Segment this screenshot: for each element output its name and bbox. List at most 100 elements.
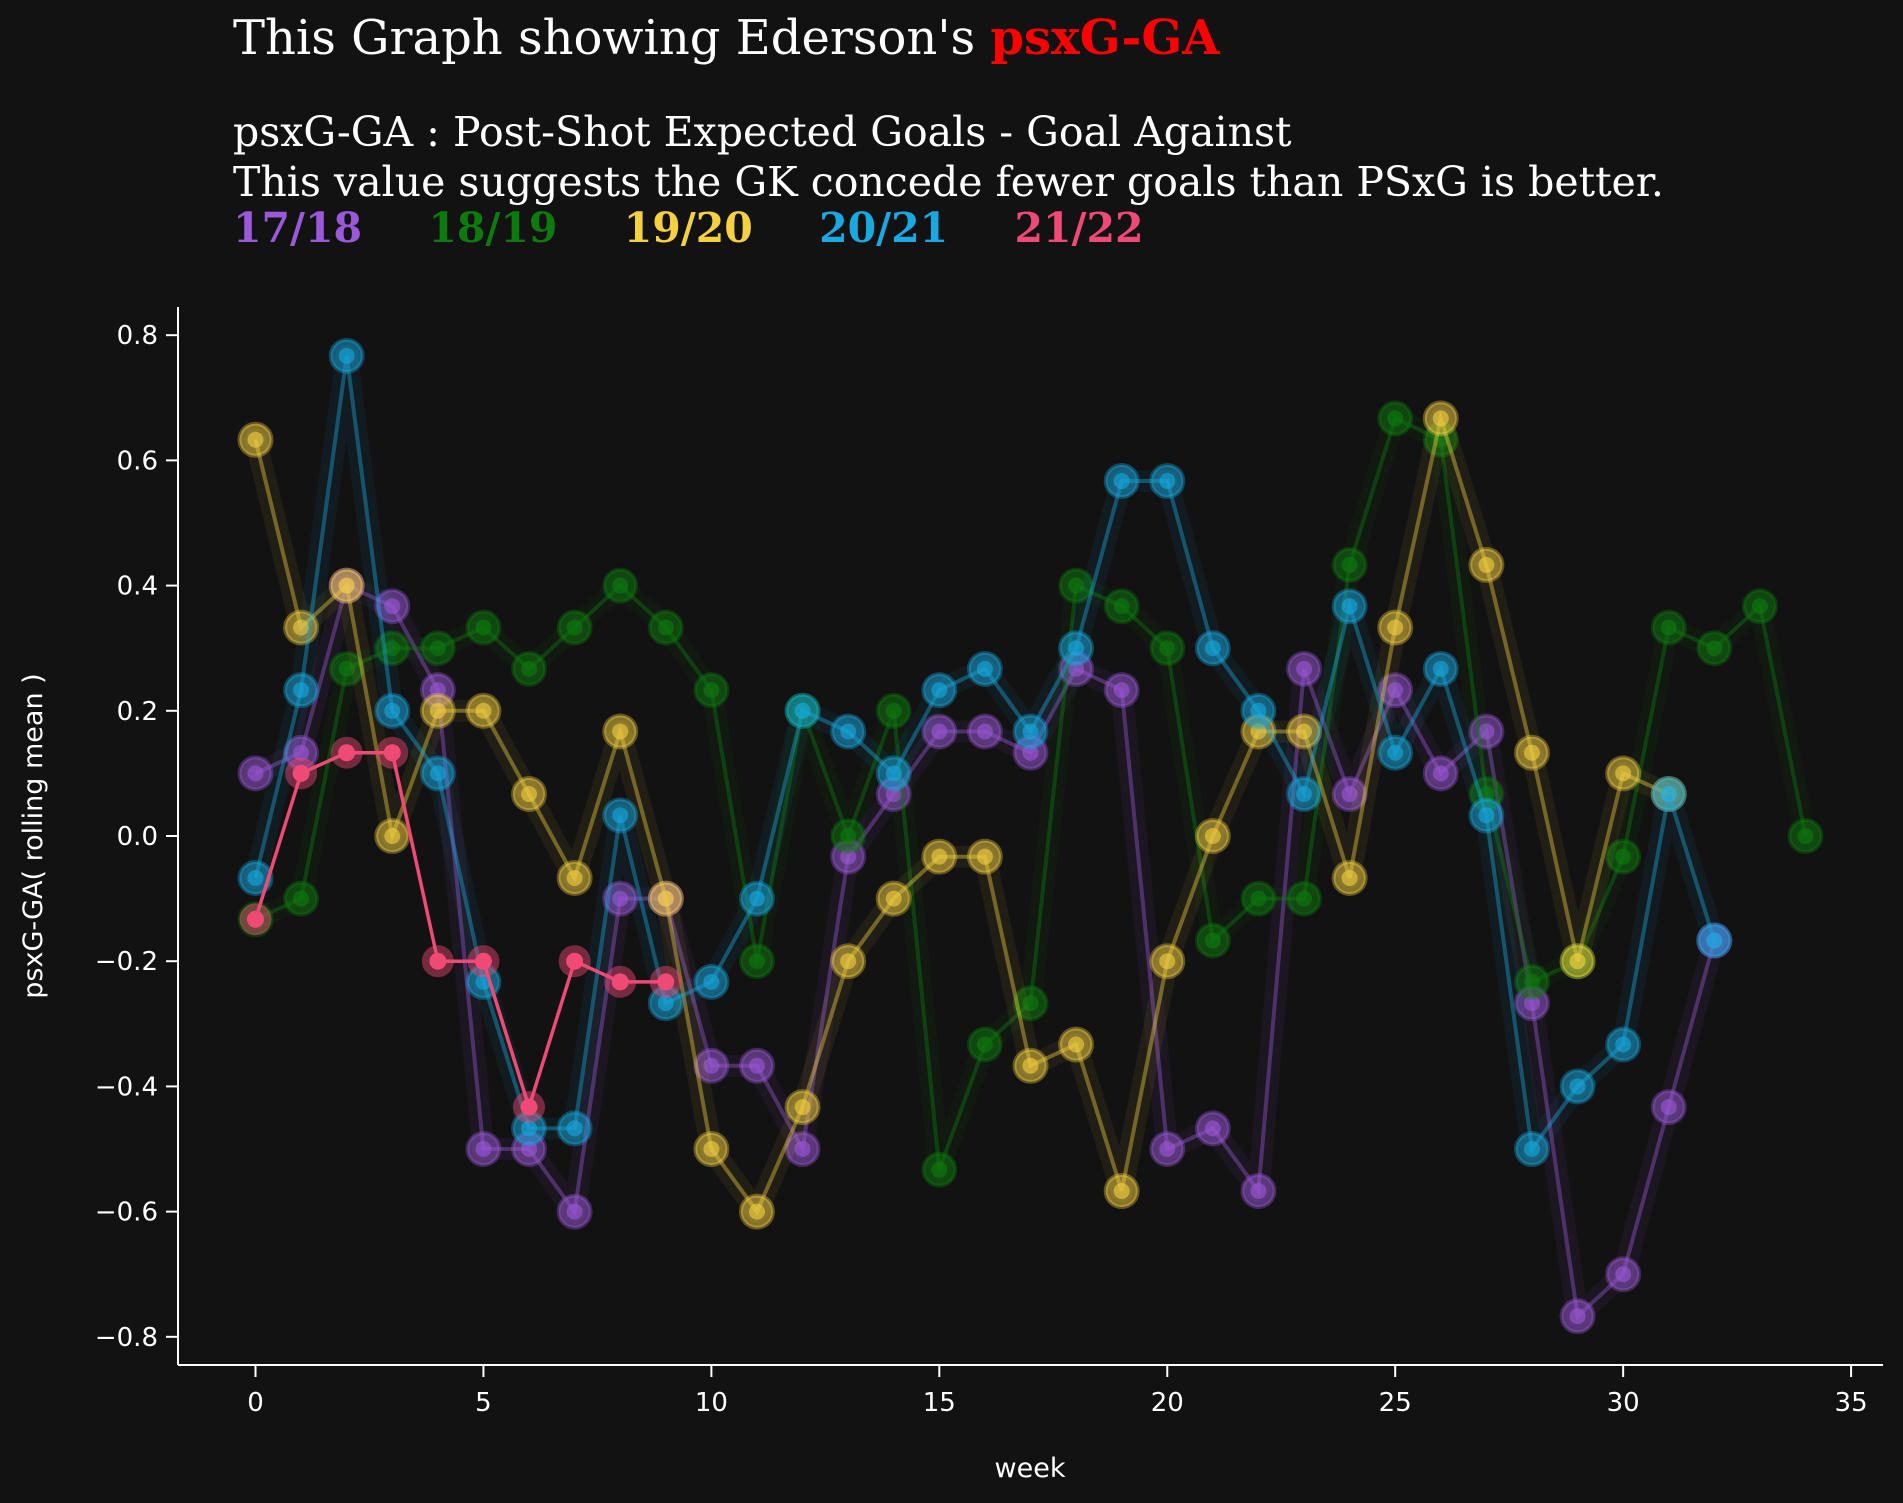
x-tick-label: 5 xyxy=(475,1388,492,1418)
data-point xyxy=(1706,932,1723,949)
legend-item-18-19: 18/19 xyxy=(428,204,558,252)
data-point xyxy=(1523,973,1540,990)
data-point xyxy=(976,1036,993,1053)
chart-axes: −0.8 −0.6 −0.4 −0.2 0.0 0.2 0.4 0.6 0.8 0 5 10 15 20 2… xyxy=(95,307,1883,1418)
series-20-21 xyxy=(237,337,1733,1168)
y-tick-label: 0.6 xyxy=(117,446,158,476)
data-point xyxy=(475,1141,492,1158)
data-point xyxy=(703,973,720,990)
data-point xyxy=(657,973,675,991)
data-point xyxy=(1478,807,1495,824)
data-point xyxy=(1615,848,1632,865)
data-point xyxy=(748,953,765,970)
data-point xyxy=(1113,1182,1130,1199)
data-point xyxy=(475,702,492,719)
data-point xyxy=(520,1098,538,1116)
series-line-21-22 xyxy=(253,750,666,1113)
data-point xyxy=(1250,1182,1267,1199)
data-point xyxy=(840,848,857,865)
data-point xyxy=(1523,995,1540,1012)
data-point xyxy=(1523,744,1540,761)
data-point xyxy=(1569,953,1586,970)
y-tick-label: −0.6 xyxy=(95,1198,158,1228)
data-point xyxy=(1296,723,1313,740)
data-point xyxy=(475,619,492,636)
data-point xyxy=(1478,556,1495,573)
data-point xyxy=(1250,702,1267,719)
data-point xyxy=(521,1141,538,1158)
x-tick-label: 10 xyxy=(695,1388,728,1418)
data-point xyxy=(1569,1078,1586,1095)
data-point xyxy=(1615,765,1632,782)
data-point xyxy=(1797,828,1814,844)
data-point xyxy=(384,640,401,657)
data-point xyxy=(1204,1120,1221,1137)
data-point xyxy=(794,702,811,719)
data-point xyxy=(1068,1036,1085,1053)
data-point xyxy=(976,660,993,677)
data-point xyxy=(1159,640,1176,657)
x-tick-label: 30 xyxy=(1607,1388,1640,1418)
legend-item-17-18: 17/18 xyxy=(233,204,363,252)
data-point xyxy=(976,723,993,740)
data-point xyxy=(748,1203,765,1220)
data-point xyxy=(794,1141,811,1158)
data-point xyxy=(1660,1099,1677,1116)
data-point xyxy=(976,848,993,865)
data-point xyxy=(1250,723,1267,740)
data-point xyxy=(657,995,674,1012)
data-point xyxy=(703,1057,720,1074)
data-point xyxy=(885,702,902,719)
data-point xyxy=(1022,1057,1039,1074)
legend-item-20-21: 20/21 xyxy=(819,204,949,252)
data-point xyxy=(1113,473,1130,490)
y-tick-label: 0.4 xyxy=(117,572,158,602)
data-point xyxy=(931,682,948,699)
data-point xyxy=(748,1057,765,1074)
data-point xyxy=(612,723,629,740)
x-axis-label: week xyxy=(995,1453,1066,1484)
y-tick-label: −0.2 xyxy=(95,947,158,977)
data-point xyxy=(1706,640,1723,657)
series-18-19 xyxy=(237,400,1824,1188)
y-tick-label: 0.2 xyxy=(117,697,158,727)
data-point xyxy=(384,702,401,719)
legend-item-19-20: 19/20 xyxy=(623,204,753,252)
data-point xyxy=(521,1120,538,1137)
chart-subtitle-explanation: This value suggests the GK concede fewer… xyxy=(233,158,1664,206)
x-tick-label: 0 xyxy=(247,1388,264,1418)
data-point xyxy=(931,1161,948,1178)
data-point xyxy=(1296,660,1313,677)
data-point xyxy=(612,577,629,594)
data-point xyxy=(1432,410,1449,427)
data-point xyxy=(247,910,264,928)
y-tick-label: 0.0 xyxy=(117,822,158,852)
data-point xyxy=(566,952,584,970)
chart-title-accent: psxG-GA xyxy=(990,10,1220,66)
data-point xyxy=(247,869,264,886)
data-point xyxy=(1113,598,1130,615)
data-point xyxy=(566,1203,583,1220)
data-point xyxy=(885,786,902,803)
data-point xyxy=(794,1099,811,1116)
season-legend: 17/18 18/19 19/20 20/21 21/22 xyxy=(233,204,1196,252)
data-point xyxy=(293,619,310,636)
data-point xyxy=(384,598,401,615)
x-tick-label: 20 xyxy=(1151,1388,1184,1418)
data-point xyxy=(612,890,629,907)
data-point xyxy=(293,890,310,907)
series-19-20 xyxy=(237,400,1687,1230)
data-point xyxy=(1159,953,1176,970)
data-point xyxy=(885,765,902,782)
data-point xyxy=(1751,598,1768,615)
data-point xyxy=(1068,577,1085,594)
data-point xyxy=(1387,682,1404,699)
data-point xyxy=(1341,598,1358,615)
data-point xyxy=(1432,660,1449,677)
data-point xyxy=(703,1141,720,1158)
data-point xyxy=(338,660,355,677)
data-point xyxy=(1478,723,1495,740)
x-tick-label: 25 xyxy=(1379,1388,1412,1418)
data-point xyxy=(429,765,446,782)
